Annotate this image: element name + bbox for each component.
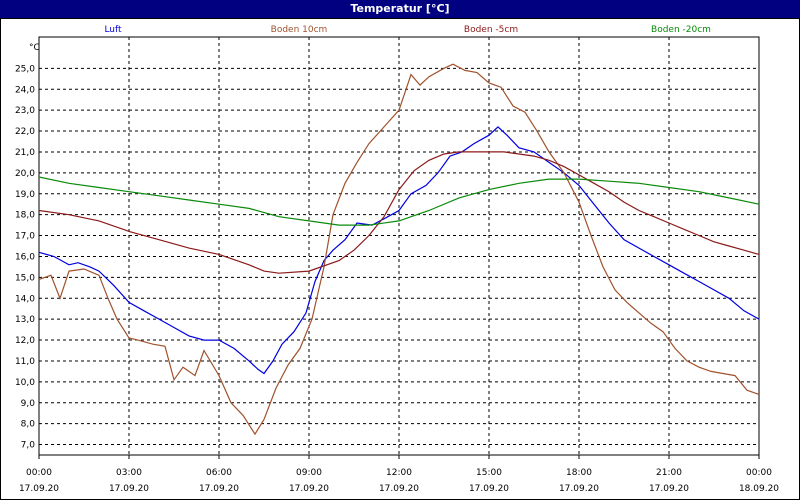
temperature-chart: °C 7,0 8,0 9,0 10,0 11,0 12,0 13,0 14,0 15,0 16,0 1… [15, 25, 779, 494]
series-line-boden-10cm [38, 63, 760, 436]
x-tick-date: 17.09.20 [559, 484, 599, 494]
x-tick-time: 12:00 [386, 468, 412, 478]
x-tick-time: 18:00 [566, 468, 592, 478]
y-tick-label: 10,0 [15, 378, 35, 388]
y-tick-label: 22,0 [15, 127, 35, 137]
x-tick-time: 21:00 [656, 468, 682, 478]
x-tick-time: 15:00 [476, 468, 502, 478]
series-line-boden-5cm [38, 151, 760, 274]
y-tick-label: 9,0 [21, 399, 36, 409]
y-tick-label: 15,0 [15, 273, 35, 283]
series-line-luft [38, 126, 760, 375]
y-tick-label: 14,0 [15, 294, 35, 304]
y-tick-label: 16,0 [15, 252, 35, 262]
window-title: Temperatur [°C] [0, 0, 800, 18]
legend-entry-luft: Luft [104, 25, 122, 35]
y-tick-label: 17,0 [15, 232, 35, 242]
x-tick-date: 17.09.20 [469, 484, 509, 494]
y-tick-label: 8,0 [21, 420, 36, 430]
x-tick-time: 03:00 [116, 468, 142, 478]
series-line-boden-20cm [38, 176, 760, 226]
y-tick-label: 24,0 [15, 85, 35, 95]
y-tick-label: 19,0 [15, 190, 35, 200]
x-tick-date: 18.09.20 [739, 484, 779, 494]
y-tick-label: 20,0 [15, 169, 35, 179]
legend-entry-boden-5cm: Boden -5cm [464, 25, 518, 35]
y-tick-label: 11,0 [15, 357, 35, 367]
x-tick-date: 17.09.20 [289, 484, 329, 494]
x-tick-date: 17.09.20 [199, 484, 239, 494]
legend-entry-boden-20cm: Boden -20cm [651, 25, 711, 35]
y-tick-label: 25,0 [15, 64, 35, 74]
y-tick-label: 12,0 [15, 336, 35, 346]
x-tick-time: 06:00 [206, 468, 232, 478]
x-tick-time: 09:00 [296, 468, 322, 478]
y-tick-label: 7,0 [21, 441, 36, 451]
legend-entry-boden-10cm: Boden 10cm [271, 25, 328, 35]
x-tick-date: 17.09.20 [379, 484, 419, 494]
y-tick-label: 21,0 [15, 148, 35, 158]
y-unit-label: °C [29, 43, 40, 53]
x-tick-date: 17.09.20 [19, 484, 59, 494]
x-tick-time: 00:00 [746, 468, 772, 478]
y-tick-label: 23,0 [15, 106, 35, 116]
x-tick-date: 17.09.20 [649, 484, 689, 494]
y-tick-label: 18,0 [15, 211, 35, 221]
y-tick-label: 13,0 [15, 315, 35, 325]
x-tick-time: 00:00 [26, 468, 52, 478]
x-tick-date: 17.09.20 [109, 484, 149, 494]
chart-frame: °C 7,0 8,0 9,0 10,0 11,0 12,0 13,0 14,0 15,0 16,0 1… [0, 18, 800, 500]
